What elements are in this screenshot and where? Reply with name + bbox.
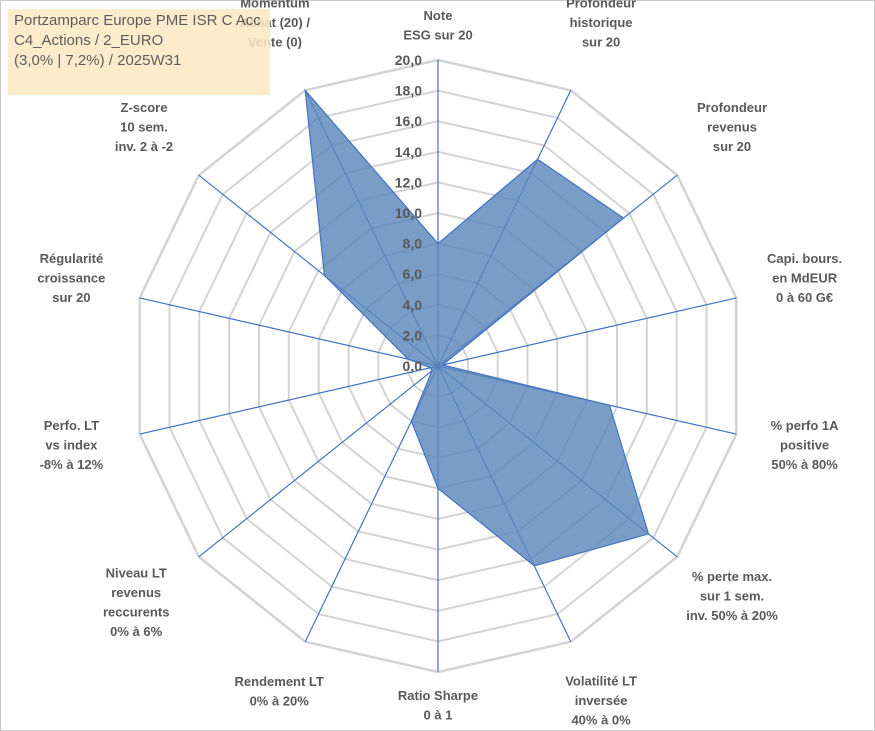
axis-label: Niveau LT revenus reccurents 0% à 6% (103, 565, 169, 639)
axis-label-line: sur 1 sem. (700, 588, 764, 603)
axis-label-line: Capi. bours. (767, 251, 842, 266)
axis-label-line: 0% à 20% (250, 694, 310, 709)
axis-label-line: 10 sem. (120, 120, 168, 135)
axis-label-line: positive (780, 438, 829, 453)
tick-label: 12,0 (395, 174, 422, 190)
axis-label-line: Note (424, 8, 453, 23)
axis-label: Ratio Sharpe 0 à 1 (398, 688, 478, 723)
radar-series (304, 88, 650, 567)
axis-label: Z-score 10 sem. inv. 2 à -2 (115, 100, 173, 154)
axis-label: Volatilité LT inversée 40% à 0% (565, 673, 637, 727)
axis-label: Capi. bours. en MdEUR 0 à 60 G€ (767, 251, 842, 305)
radar-axis-labels: Note ESG sur 20 Profondeur historique sur 20… (37, 0, 842, 727)
tick-label: 4,0 (403, 297, 423, 313)
axis-label: Profondeur historique sur 20 (566, 0, 636, 50)
axis-label-line: -8% à 12% (40, 457, 104, 472)
axis-label-line: 0 à 1 (424, 708, 453, 723)
axis-spoke (198, 365, 439, 558)
axis-label-line: revenus (111, 585, 161, 600)
axis-spoke (139, 297, 439, 367)
tick-label: 20,0 (395, 52, 422, 68)
tick-label: 10,0 (395, 205, 422, 221)
tick-label: 18,0 (395, 83, 422, 99)
axis-label-line: 50% à 80% (771, 457, 838, 472)
axis-label: Perfo. LT vs index -8% à 12% (40, 418, 104, 472)
axis-label-line: revenus (707, 120, 757, 135)
axis-label-line: 0% à 6% (110, 624, 162, 639)
tick-label: 16,0 (395, 113, 422, 129)
axis-label-line: historique (570, 15, 633, 30)
axis-label-line: croissance (37, 270, 105, 285)
axis-label: % perfo 1A positive 50% à 80% (771, 418, 840, 472)
chart-title-line-3: (3,0% | 7,2%) / 2025W31 (14, 52, 182, 69)
radar-tick-labels: 0,0 2,0 4,0 6,0 8,0 10,0 12,0 14,0 16,0 18,0 20,0 (395, 52, 422, 374)
axis-label-line: Rendement LT (235, 674, 324, 689)
axis-label-line: sur 20 (582, 35, 620, 50)
axis-label: Profondeur revenus sur 20 (697, 100, 767, 154)
axis-label-line: reccurents (103, 604, 169, 619)
axis-label-line: Momentum (240, 0, 309, 11)
axis-label-line: 0 à 60 G€ (776, 290, 833, 305)
axis-label-line: % perte max. (692, 569, 772, 584)
axis-label-line: ESG sur 20 (403, 28, 472, 43)
chart-title-line-1: Portzamparc Europe PME ISR C Acc (14, 12, 261, 29)
tick-label: 14,0 (395, 144, 422, 160)
axis-label-line: Volatilité LT (565, 673, 637, 688)
axis-label-line: inv. 50% à 20% (686, 608, 778, 623)
tick-label: 6,0 (403, 266, 423, 282)
axis-label: Régularité croissance sur 20 (37, 251, 105, 305)
chart-title-box: Portzamparc Europe PME ISR C Acc C4_Acti… (8, 9, 270, 95)
axis-label-line: Perfo. LT (44, 418, 99, 433)
axis-label-line: Régularité (40, 251, 104, 266)
axis-label-line: inversée (575, 693, 628, 708)
axis-label-line: en MdEUR (772, 270, 838, 285)
axis-spoke (437, 297, 737, 367)
axis-label-line: 40% à 0% (571, 712, 631, 727)
axis-label: Rendement LT 0% à 20% (235, 674, 324, 709)
axis-label-line: sur 20 (52, 290, 90, 305)
axis-label: % perte max. sur 1 sem. inv. 50% à 20% (686, 569, 778, 623)
axis-label-line: Niveau LT (106, 565, 167, 580)
axis-label-line: Profondeur (566, 0, 636, 11)
axis-spoke (139, 365, 439, 435)
tick-label: 8,0 (403, 236, 423, 252)
chart-title-line-2: C4_Actions / 2_EURO (14, 32, 164, 49)
axis-label-line: Profondeur (697, 100, 767, 115)
axis-label-line: vs index (45, 438, 98, 453)
axis-label: Note ESG sur 20 (403, 8, 472, 43)
tick-label: 0,0 (403, 358, 423, 374)
axis-label-line: inv. 2 à -2 (115, 139, 173, 154)
tick-label: 2,0 (403, 327, 423, 343)
axis-label-line: Ratio Sharpe (398, 688, 478, 703)
axis-label-line: Z-score (121, 100, 168, 115)
axis-label-line: sur 20 (713, 139, 751, 154)
axis-label-line: % perfo 1A (771, 418, 840, 433)
